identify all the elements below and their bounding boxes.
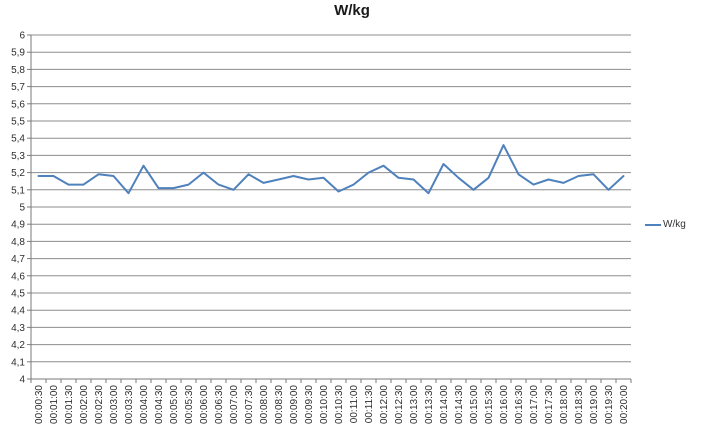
x-axis-label: 00:03:00 <box>109 385 120 424</box>
x-axis-label: 00:20:00 <box>619 385 630 424</box>
y-axis-label: 5,4 <box>11 134 25 145</box>
x-axis-label: 00:04:30 <box>154 385 165 424</box>
x-axis-label: 00:11:30 <box>364 385 375 424</box>
x-axis-label: 00:15:00 <box>469 385 480 424</box>
legend-series-label: W/kg <box>663 219 686 230</box>
y-axis-label: 5,5 <box>11 117 25 128</box>
x-axis-label: 00:01:00 <box>49 385 60 424</box>
x-axis-label: 00:02:00 <box>79 385 90 424</box>
y-axis-label: 4,3 <box>11 323 25 334</box>
x-axis-label: 00:13:00 <box>409 385 420 424</box>
x-axis-label: 00:00:30 <box>34 385 45 424</box>
chart-title: W/kg <box>334 2 370 19</box>
x-axis-label: 00:11:00 <box>349 385 360 424</box>
x-axis-label: 00:18:30 <box>574 385 585 424</box>
x-axis-label: 00:19:30 <box>604 385 615 424</box>
x-axis-label: 00:16:30 <box>514 385 525 424</box>
x-axis-label: 00:01:30 <box>64 385 75 424</box>
y-axis-label: 5 <box>19 203 25 214</box>
x-axis-label: 00:08:00 <box>259 385 270 424</box>
x-axis-label: 00:14:00 <box>439 385 450 424</box>
y-axis-label: 5,9 <box>11 48 25 59</box>
y-axis-label: 4,8 <box>11 237 25 248</box>
x-axis-label: 00:12:00 <box>379 385 390 424</box>
x-axis-label: 00:16:00 <box>499 385 510 424</box>
y-axis-label: 4,5 <box>11 289 25 300</box>
x-axis-label: 00:05:00 <box>169 385 180 424</box>
x-axis-label: 00:08:30 <box>274 385 285 424</box>
x-axis-label: 00:12:30 <box>394 385 405 424</box>
y-axis-label: 5,1 <box>11 185 25 196</box>
x-axis-label: 00:02:30 <box>94 385 105 424</box>
y-axis-label: 6 <box>19 31 25 42</box>
y-axis-label: 4,9 <box>11 220 25 231</box>
x-axis-label: 00:19:00 <box>589 385 600 424</box>
x-axis-label: 00:06:30 <box>214 385 225 424</box>
x-axis-label: 00:09:30 <box>304 385 315 424</box>
y-axis-label: 5,8 <box>11 65 25 76</box>
x-axis-label: 00:07:30 <box>244 385 255 424</box>
y-axis-label: 5,2 <box>11 168 25 179</box>
x-axis-label: 00:18:00 <box>559 385 570 424</box>
x-axis-label: 00:10:00 <box>319 385 330 424</box>
x-axis-label: 00:15:30 <box>484 385 495 424</box>
x-axis-label: 00:17:00 <box>529 385 540 424</box>
x-axis-label: 00:07:00 <box>229 385 240 424</box>
legend-line-sample <box>645 223 661 226</box>
x-axis-label: 00:04:00 <box>139 385 150 424</box>
y-axis-label: 4,4 <box>11 306 25 317</box>
x-axis-label: 00:10:30 <box>334 385 345 424</box>
x-axis-label: 00:03:30 <box>124 385 135 424</box>
y-axis-label: 5,3 <box>11 151 25 162</box>
x-axis-label: 00:13:30 <box>424 385 435 424</box>
series-line <box>37 144 625 195</box>
legend: W/kg <box>645 219 686 230</box>
x-axis-label: 00:05:30 <box>184 385 195 424</box>
y-axis-label: 4,1 <box>11 357 25 368</box>
y-axis-label: 4 <box>19 375 25 386</box>
y-axis-label: 4,7 <box>11 254 25 265</box>
x-axis-label: 00:06:00 <box>199 385 210 424</box>
y-axis-label: 5,7 <box>11 82 25 93</box>
y-axis-label: 4,2 <box>11 340 25 351</box>
x-axis-label: 00:09:00 <box>289 385 300 424</box>
y-axis-label: 5,6 <box>11 99 25 110</box>
y-axis-label: 4,6 <box>11 271 25 282</box>
x-axis-label: 00:14:30 <box>454 385 465 424</box>
x-axis-label: 00:17:30 <box>544 385 555 424</box>
